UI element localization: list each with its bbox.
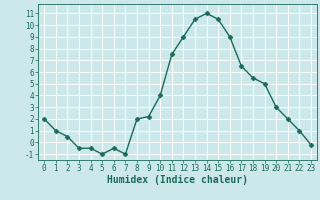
X-axis label: Humidex (Indice chaleur): Humidex (Indice chaleur) — [107, 175, 248, 185]
